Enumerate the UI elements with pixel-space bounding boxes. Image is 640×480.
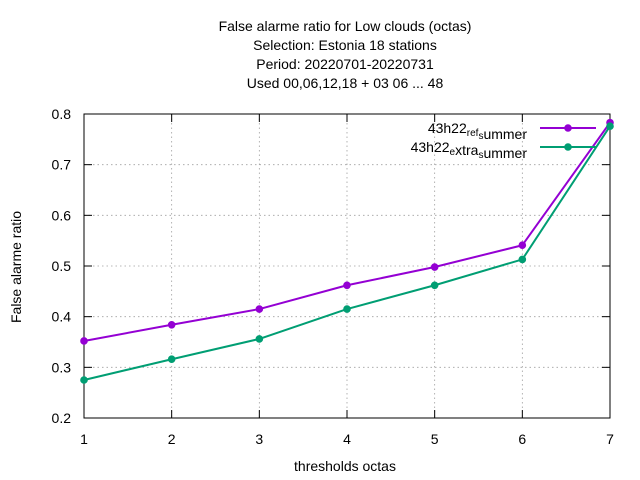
title-line: Selection: Estonia 18 stations (253, 37, 437, 53)
x-tick-label: 7 (606, 431, 614, 447)
data-point (80, 337, 88, 345)
x-tick-label: 2 (168, 431, 176, 447)
data-point (255, 335, 264, 343)
y-tick-label: 0.2 (52, 410, 72, 426)
title-line: False alarme ratio for Low clouds (octas… (219, 18, 472, 34)
y-axis-label: False alarme ratio (8, 211, 24, 323)
chart-title: False alarme ratio for Low clouds (octas… (219, 18, 472, 91)
y-tick-label: 0.7 (52, 157, 72, 173)
x-tick-label: 3 (255, 431, 263, 447)
data-point (167, 320, 176, 329)
data-point (430, 263, 439, 271)
y-tick-label: 0.8 (52, 106, 72, 122)
grid (84, 114, 610, 418)
legend-marker (564, 143, 572, 151)
data-point (518, 241, 527, 250)
title-line: Period: 20220701-20220731 (256, 56, 434, 72)
y-tick-label: 0.3 (52, 359, 72, 375)
data-point (430, 281, 439, 290)
legend-label: 43h22refsummer (428, 120, 528, 142)
title-line: Used 00,06,12,18 + 03 06 ... 48 (247, 75, 444, 91)
plot-frame (83, 113, 611, 419)
y-tick-label: 0.5 (52, 258, 72, 274)
x-tick-label: 5 (431, 431, 439, 447)
x-axis-label: thresholds octas (294, 458, 396, 474)
data-point (80, 376, 88, 384)
legend-label: 43h22extrasummer (411, 139, 528, 161)
x-tick-label: 6 (518, 431, 526, 447)
series-group (80, 118, 614, 384)
legend-marker (564, 124, 572, 132)
data-point (255, 305, 264, 313)
data-point (606, 122, 614, 130)
y-tick-label: 0.4 (52, 309, 72, 325)
data-point (167, 355, 176, 364)
data-point (343, 305, 351, 313)
y-tick-label: 0.6 (52, 207, 72, 223)
data-point (518, 255, 527, 264)
x-tick-label: 4 (343, 431, 351, 447)
data-point (343, 281, 351, 290)
x-tick-label: 1 (80, 431, 88, 447)
axes: 0.2 0.3 0.4 0.5 0.6 0.7 0.8 1 2 3 4 5 6 7 (52, 106, 615, 447)
